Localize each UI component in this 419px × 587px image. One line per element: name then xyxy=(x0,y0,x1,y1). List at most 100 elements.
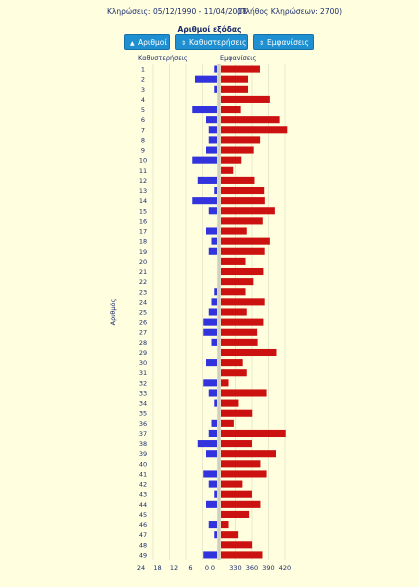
appearance-bar xyxy=(221,429,286,438)
appearance-bar xyxy=(221,419,234,427)
category-label: 22 xyxy=(139,278,147,286)
category-label: 3 xyxy=(141,86,145,94)
appearance-bar xyxy=(221,359,243,367)
delay-bar xyxy=(208,389,217,397)
delay-bar xyxy=(214,490,217,498)
delay-bar xyxy=(208,480,217,488)
delay-bar xyxy=(206,227,217,235)
appearance-bar xyxy=(221,95,270,103)
category-label: 23 xyxy=(139,288,147,296)
delay-bar xyxy=(206,500,217,508)
appearance-bar xyxy=(221,440,252,448)
appearance-bar xyxy=(221,521,229,529)
category-label: 46 xyxy=(139,521,147,529)
draw-count: (Πλήθος Κληρώσεων: 2700) xyxy=(237,7,343,16)
category-label: 6 xyxy=(141,116,145,124)
y-axis-label: Αριθμός xyxy=(109,298,117,325)
sort-arrow-icon: ▲ xyxy=(130,40,135,47)
appearance-bar xyxy=(221,399,239,407)
appearance-bar xyxy=(221,227,247,235)
appearance-bar xyxy=(221,460,261,468)
delay-bar xyxy=(203,318,217,326)
x-tick-label: 24 xyxy=(137,564,145,572)
delay-bar xyxy=(211,237,217,245)
sort-by-numbers-button[interactable]: ▲ Αριθμοί xyxy=(124,34,170,50)
appearance-bar xyxy=(221,136,261,144)
appearance-bar xyxy=(221,510,250,518)
delay-bar xyxy=(208,308,217,316)
x-tick-label: 330 xyxy=(229,564,241,572)
appearance-bar xyxy=(221,126,288,134)
sort-by-appearances-label: Εμφανίσεις xyxy=(267,38,309,47)
appearance-bar xyxy=(221,500,261,508)
sort-by-appearances-button[interactable]: ⇕ Εμφανίσεις xyxy=(253,34,314,50)
delay-bar xyxy=(192,197,217,205)
category-label: 4 xyxy=(141,96,145,104)
category-label: 18 xyxy=(139,238,147,246)
appearance-bar xyxy=(221,116,280,124)
appearance-bar xyxy=(221,450,276,458)
delay-bar xyxy=(206,116,217,124)
appearance-bar xyxy=(221,247,265,255)
appearance-bar xyxy=(221,328,258,336)
delay-bar xyxy=(197,440,217,448)
appearance-bar xyxy=(221,237,270,245)
category-label: 35 xyxy=(139,410,147,418)
sort-by-numbers-label: Αριθμοί xyxy=(138,38,167,47)
category-label: 34 xyxy=(139,400,147,408)
delay-bar xyxy=(214,288,217,296)
appearance-bar xyxy=(221,470,267,478)
delay-bar xyxy=(208,247,217,255)
category-label: 36 xyxy=(139,420,147,428)
date-range: 05/12/1990 - 11/04/2018 xyxy=(153,7,247,16)
appearance-bar xyxy=(221,278,254,286)
delay-bar xyxy=(203,470,217,478)
category-label: 16 xyxy=(139,217,147,225)
x-tick-label: 0 xyxy=(211,564,215,572)
category-label: 37 xyxy=(139,430,147,438)
appearance-bar xyxy=(221,176,255,184)
category-label: 21 xyxy=(139,268,147,276)
category-label: 15 xyxy=(139,207,147,215)
category-label: 41 xyxy=(139,470,147,478)
delay-bar xyxy=(208,136,217,144)
appearance-bar xyxy=(221,166,234,174)
category-label: 14 xyxy=(139,197,147,205)
category-label: 7 xyxy=(141,126,145,134)
category-label: 9 xyxy=(141,147,145,155)
delay-bar xyxy=(214,85,217,93)
x-tick-label: 12 xyxy=(170,564,178,572)
appearance-bar xyxy=(221,146,254,154)
x-tick-label: 6 xyxy=(188,564,192,572)
category-label: 30 xyxy=(139,359,147,367)
category-label: 39 xyxy=(139,450,147,458)
appearance-bar xyxy=(221,541,253,549)
x-tick-label: 0 xyxy=(205,564,209,572)
category-label: 45 xyxy=(139,511,147,519)
appearance-bar xyxy=(221,207,275,215)
delay-bar xyxy=(203,551,217,559)
appearance-bar xyxy=(221,551,263,559)
delay-bar xyxy=(214,65,217,73)
sort-by-delays-button[interactable]: ⇕ Καθυστερήσεις xyxy=(175,34,248,50)
appearance-bar xyxy=(221,298,265,306)
category-label: 11 xyxy=(139,167,147,175)
delay-bar xyxy=(195,75,217,83)
delay-bar xyxy=(214,399,217,407)
appearance-bar xyxy=(221,217,263,225)
category-label: 20 xyxy=(139,258,147,266)
delay-bar xyxy=(206,359,217,367)
legend-appearances: Εμφανίσεις xyxy=(220,54,257,62)
appearance-bar xyxy=(221,308,247,316)
category-label: 42 xyxy=(139,481,147,489)
delay-bar xyxy=(211,338,217,346)
category-label: 19 xyxy=(139,248,147,256)
category-label: 8 xyxy=(141,136,145,144)
category-label: 43 xyxy=(139,491,147,499)
appearance-bar xyxy=(221,197,265,205)
category-label: 13 xyxy=(139,187,147,195)
appearance-bar xyxy=(221,409,253,417)
category-label: 10 xyxy=(139,157,147,165)
delay-bar xyxy=(211,298,217,306)
appearance-bar xyxy=(221,257,246,265)
